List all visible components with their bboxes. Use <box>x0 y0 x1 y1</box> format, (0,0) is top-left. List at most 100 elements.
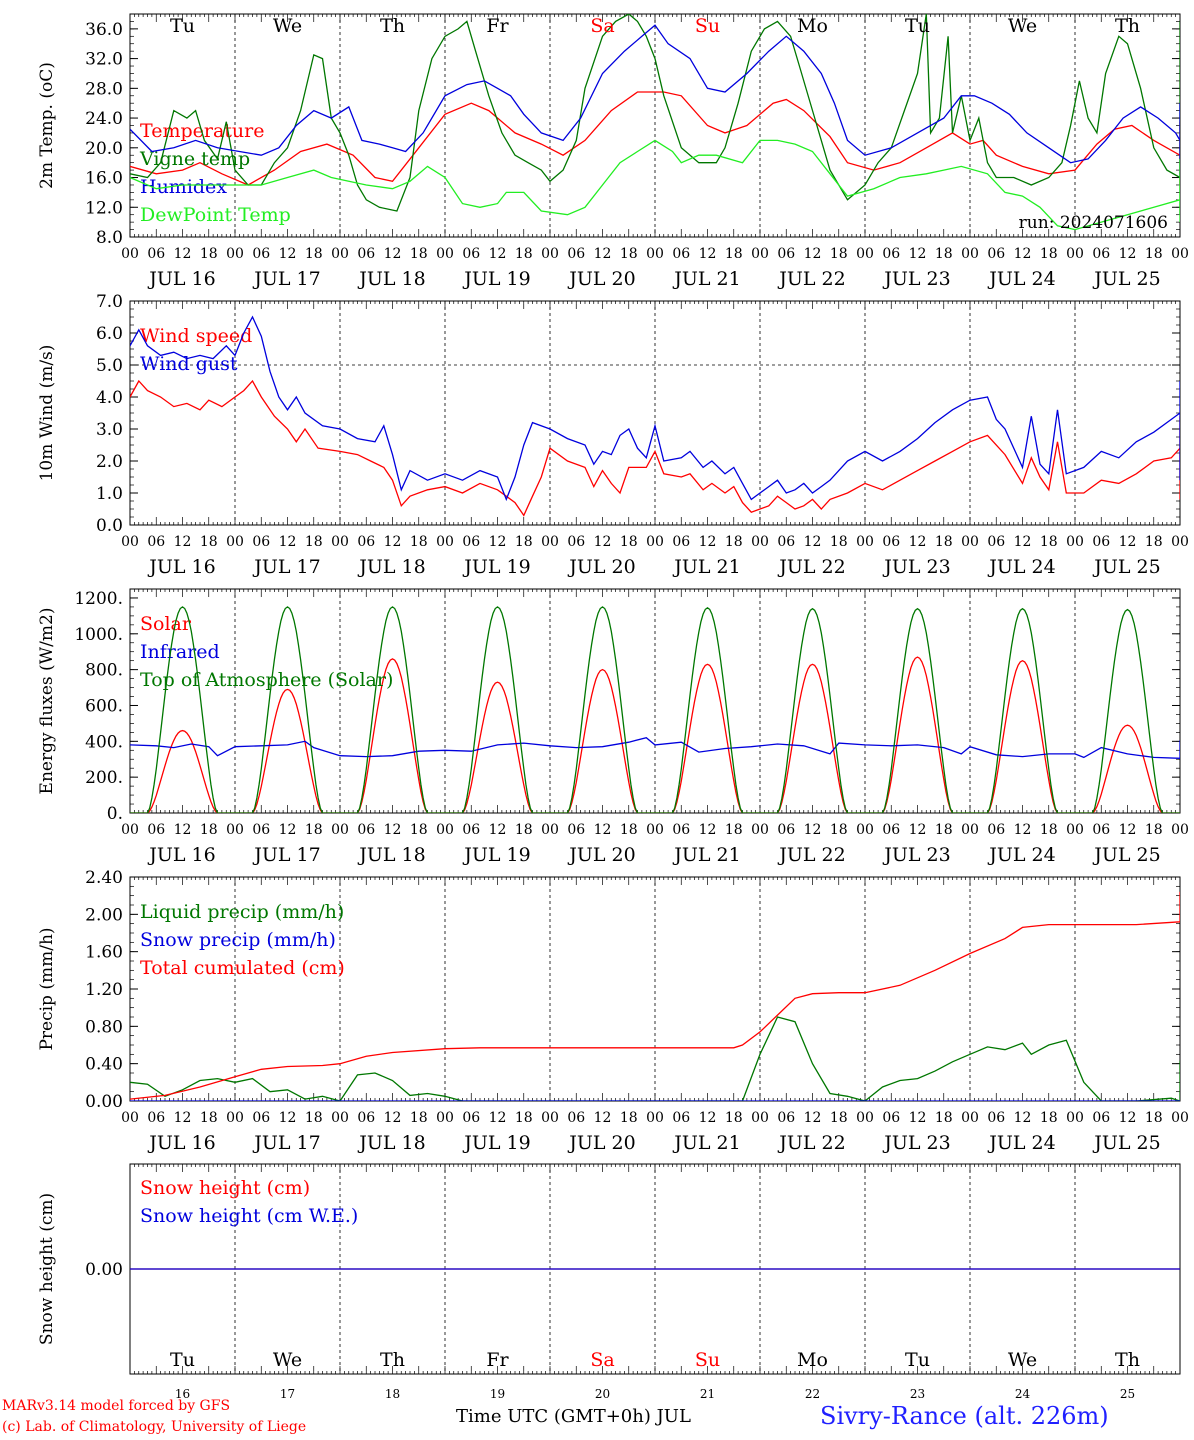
hour-tick-label: 06 <box>882 1110 900 1126</box>
day-date-label: JUL 25 <box>1092 268 1160 290</box>
legend-total-cumulated-cm: Total cumulated (cm) <box>140 957 345 979</box>
hour-tick-label: 12 <box>594 534 612 550</box>
y-tick-label: 400. <box>85 732 123 752</box>
day-name-label: Tu <box>905 1349 930 1371</box>
hour-tick-label: 18 <box>935 534 953 550</box>
hour-tick-label: 18 <box>305 246 323 262</box>
day-date-label: JUL 19 <box>462 556 530 578</box>
hour-tick-label: 12 <box>384 1110 402 1126</box>
day-date-label: JUL 21 <box>672 268 740 290</box>
hour-tick-label: 12 <box>489 534 507 550</box>
y-tick-label: 12.0 <box>85 198 123 218</box>
legend-infrared: Infrared <box>140 641 220 663</box>
hour-tick-label: 18 <box>1145 822 1163 838</box>
day-date-label: JUL 17 <box>252 1132 320 1154</box>
day-date-label: JUL 20 <box>567 1132 635 1154</box>
series-humidex <box>130 24 1180 178</box>
hour-tick-label: 18 <box>830 1110 848 1126</box>
hour-tick-label: 18 <box>620 1110 638 1126</box>
hour-tick-label: 12 <box>594 246 612 262</box>
series-wind-gust <box>130 315 1180 502</box>
hour-tick-label: 18 <box>725 246 743 262</box>
day-date-label: JUL 18 <box>357 1132 425 1154</box>
y-tick-label: 0.00 <box>85 1092 123 1112</box>
hour-tick-label: 00 <box>541 822 559 838</box>
day-date-label: JUL 22 <box>777 1132 845 1154</box>
hour-tick-label: 06 <box>882 822 900 838</box>
hour-tick-label: 06 <box>777 1110 795 1126</box>
y-tick-label: 24.0 <box>85 109 123 129</box>
hour-tick-label: 18 <box>200 246 218 262</box>
y-tick-label: 1000. <box>74 625 123 645</box>
panel-2: 0.0 1.0 2.0 3.0 4.0 5.0 6.0 7.0 10m Wind (m/s) Wi… <box>37 292 1189 578</box>
hour-tick-label: 12 <box>1119 534 1137 550</box>
day-number-label: 16 <box>175 1387 190 1401</box>
day-date-label: JUL 17 <box>252 844 320 866</box>
hour-tick-label: 00 <box>1066 822 1084 838</box>
hour-tick-label: 00 <box>856 534 874 550</box>
hour-tick-label: 06 <box>147 1110 165 1126</box>
day-date-label: JUL 16 <box>147 1132 215 1154</box>
day-name-label: Th <box>1115 15 1140 37</box>
hour-tick-label: 00 <box>646 246 664 262</box>
y-tick-label: 1.20 <box>85 980 123 1000</box>
hour-tick-label: 18 <box>200 534 218 550</box>
hour-tick-label: 00 <box>751 534 769 550</box>
day-date-label: JUL 23 <box>882 268 950 290</box>
hour-tick-label: 00 <box>436 534 454 550</box>
hour-tick-label: 00 <box>331 822 349 838</box>
y-tick-label: 2.0 <box>96 452 123 472</box>
hour-tick-label: 18 <box>1040 534 1058 550</box>
series-wind-speed <box>130 379 1180 517</box>
hour-tick-label: 12 <box>174 534 192 550</box>
hour-tick-label: 18 <box>1040 822 1058 838</box>
hour-tick-label: 06 <box>462 1110 480 1126</box>
hour-tick-label: 18 <box>410 1110 428 1126</box>
day-number-label: 18 <box>385 1387 400 1401</box>
station-title: Sivry-Rance (alt. 226m) <box>820 1402 1109 1430</box>
hour-tick-label: 18 <box>515 1110 533 1126</box>
hour-tick-label: 00 <box>331 246 349 262</box>
legend-vigne-temp: Vigne temp <box>139 148 250 170</box>
y-tick-label: 28.0 <box>85 79 123 99</box>
y-axis-title: 10m Wind (m/s) <box>37 345 57 482</box>
y-tick-label: 0.0 <box>96 516 123 536</box>
day-date-label: JUL 18 <box>357 268 425 290</box>
y-tick-label: 16.0 <box>85 169 123 189</box>
hour-tick-label: 12 <box>1014 534 1032 550</box>
hour-tick-label: 18 <box>1145 246 1163 262</box>
day-name-label: We <box>1008 15 1037 37</box>
day-name-label: Th <box>380 15 405 37</box>
day-name-label: We <box>273 15 302 37</box>
hour-tick-label: 12 <box>804 534 822 550</box>
hour-tick-label: 06 <box>777 534 795 550</box>
y-tick-label: 6.0 <box>96 324 123 344</box>
hour-tick-label: 12 <box>699 534 717 550</box>
day-date-label: JUL 24 <box>987 268 1055 290</box>
hour-tick-label: 18 <box>725 534 743 550</box>
day-date-label: JUL 17 <box>252 268 320 290</box>
hour-tick-label: 18 <box>725 822 743 838</box>
hour-tick-label: 00 <box>961 246 979 262</box>
day-date-label: JUL 16 <box>147 268 215 290</box>
day-date-label: JUL 19 <box>462 844 530 866</box>
hour-tick-label: 00 <box>1066 534 1084 550</box>
day-date-label: JUL 23 <box>882 556 950 578</box>
hour-tick-label: 12 <box>174 246 192 262</box>
hour-tick-label: 06 <box>567 822 585 838</box>
legend-snow-precip-mm-h: Snow precip (mm/h) <box>140 929 336 951</box>
hour-tick-label: 12 <box>594 822 612 838</box>
hour-tick-label: 06 <box>357 246 375 262</box>
hour-tick-label: 00 <box>1171 1110 1189 1126</box>
hour-tick-label: 06 <box>357 534 375 550</box>
hour-tick-label: 18 <box>620 822 638 838</box>
y-tick-label: 0.40 <box>85 1055 123 1075</box>
y-axis-title: Snow height (cm) <box>37 1193 57 1345</box>
hour-tick-label: 00 <box>541 534 559 550</box>
hour-tick-label: 18 <box>830 534 848 550</box>
day-name-label: We <box>273 1349 302 1371</box>
hour-tick-label: 06 <box>1092 1110 1110 1126</box>
day-name-label: Fr <box>486 15 509 37</box>
y-tick-label: 8.0 <box>96 228 123 248</box>
hour-tick-label: 06 <box>672 534 690 550</box>
